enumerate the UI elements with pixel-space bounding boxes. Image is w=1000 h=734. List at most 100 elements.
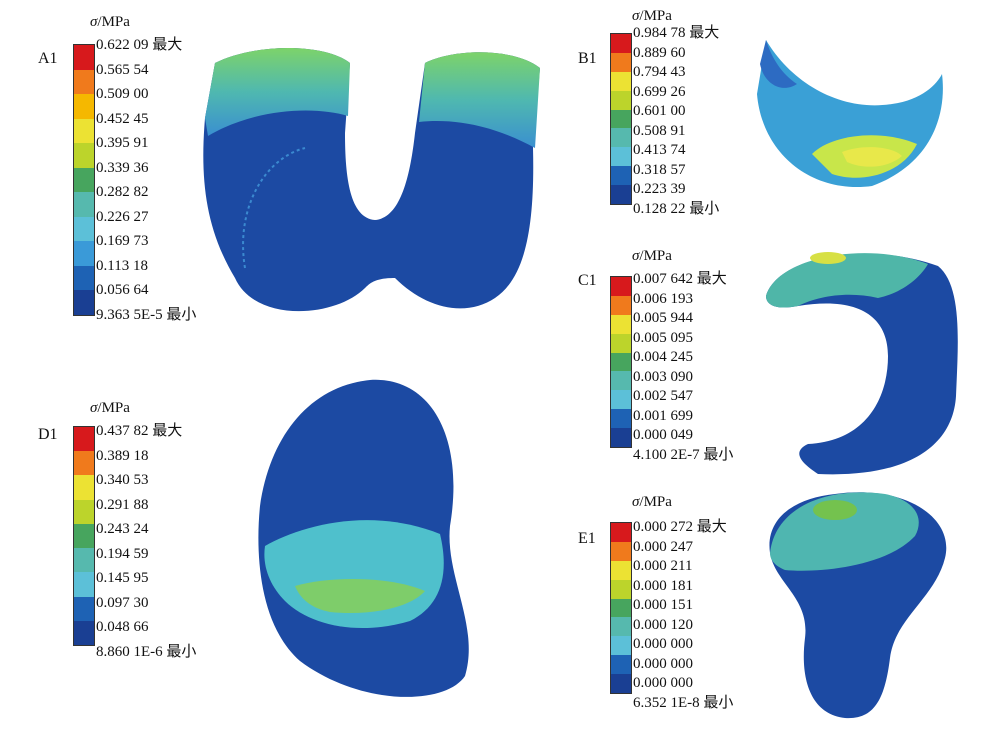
legend-color-segment: [611, 390, 631, 410]
legend-tick-label: 4.100 2E-7 最小: [633, 446, 734, 463]
legend-color-segment: [611, 428, 631, 448]
legend-tick-label: 0.145 95: [96, 570, 149, 586]
legend-color-segment: [74, 596, 94, 621]
legend-color-segment: [611, 277, 631, 296]
legend-color-segment: [611, 166, 631, 186]
legend-tick-label: 0.291 88: [96, 496, 149, 513]
color-legend-e1: [610, 522, 632, 694]
model-b1-meniscus: [757, 40, 943, 188]
unit-text: /MPa: [639, 8, 672, 24]
legend-tick-label: 9.363 5E-5 最小: [96, 306, 197, 323]
legend-color-segment: [611, 598, 631, 618]
legend-tick-label: 0.007 642 最大: [633, 271, 727, 287]
legend-tick-label: 0.452 45: [96, 110, 149, 127]
legend-color-segment: [611, 352, 631, 372]
legend-tick-label: 0.340 53: [96, 472, 149, 488]
legend-color-segment: [74, 192, 94, 217]
legend-color-segment: [74, 523, 94, 549]
legend-tick-label: 0.243 24: [96, 521, 149, 537]
legend-color-segment: [611, 71, 631, 91]
legend-tick-label: 0.565 54: [96, 61, 149, 78]
legend-color-segment: [611, 128, 631, 148]
legend-color-segment: [74, 167, 94, 193]
panel-label-d1: D1: [38, 426, 58, 443]
legend-tick-label: 0.000 181: [633, 577, 693, 594]
legend-color-segment: [74, 548, 94, 573]
legend-tick-label: 0.622 09 最大: [96, 37, 183, 53]
legend-color-segment: [611, 617, 631, 637]
legend-color-segment: [611, 560, 631, 580]
unit-label-b1: σ/MPa: [632, 8, 672, 25]
legend-color-segment: [611, 674, 631, 694]
legend-color-segment: [611, 371, 631, 391]
legend-color-segment: [611, 147, 631, 167]
unit-label-e1: σ/MPa: [632, 494, 672, 511]
model-a1-femoral-cartilage: [203, 48, 540, 312]
sigma-symbol: σ: [90, 14, 98, 30]
unit-text: /MPa: [97, 400, 130, 416]
legend-tick-label: 0.000 000: [633, 675, 693, 691]
legend-color-segment: [74, 143, 94, 168]
legend-tick-label: 0.048 66: [96, 619, 149, 635]
legend-color-segment: [74, 499, 94, 524]
legend-tick-label: 0.223 39: [633, 181, 686, 197]
legend-tick-label: 0.984 78 最大: [633, 25, 720, 41]
legend-tick-label: 6.352 1E-8 最小: [633, 694, 734, 711]
legend-tick-label: 0.282 82: [96, 184, 149, 200]
model-e1-meniscus: [769, 492, 947, 719]
color-legend-d1: [73, 426, 95, 646]
model-c1-meniscus: [766, 252, 958, 475]
legend-tick-label: 0.413 74: [633, 142, 686, 158]
legend-color-segment: [611, 295, 631, 315]
legend-color-segment: [611, 109, 631, 129]
legend-tick-label: 0.389 18: [96, 447, 149, 464]
unit-text: /MPa: [639, 248, 672, 264]
panel-label-b1: B1: [578, 50, 597, 67]
legend-color-segment: [74, 475, 94, 500]
legend-tick-label: 0.000 247: [633, 538, 693, 555]
legend-tick-label: 0.000 049: [633, 427, 693, 443]
legend-tick-label: 0.699 26: [633, 83, 686, 100]
color-legend-c1: [610, 276, 632, 448]
legend-tick-label: 0.006 193: [633, 290, 693, 307]
legend-color-segment: [74, 290, 94, 316]
legend-color-segment: [611, 541, 631, 561]
legend-color-segment: [611, 34, 631, 53]
legend-tick-label: 0.000 000: [633, 655, 693, 672]
sigma-symbol: σ: [632, 248, 640, 264]
legend-color-segment: [611, 314, 631, 334]
legend-tick-label: 0.339 36: [96, 159, 149, 176]
unit-text: /MPa: [97, 14, 130, 30]
legend-tick-label: 0.794 43: [633, 64, 686, 80]
legend-tick-label: 0.000 272 最大: [633, 519, 727, 535]
legend-tick-label: 0.000 151: [633, 597, 693, 613]
legend-color-segment: [611, 636, 631, 656]
legend-tick-label: 0.005 095: [633, 329, 693, 346]
legend-color-segment: [611, 52, 631, 72]
legend-tick-label: 0.437 82 最大: [96, 423, 183, 439]
legend-color-segment: [74, 94, 94, 119]
legend-tick-label: 0.509 00: [96, 86, 149, 102]
legend-color-segment: [74, 427, 94, 452]
legend-tick-label: 0.001 699: [633, 407, 693, 424]
legend-tick-label: 0.318 57: [633, 161, 686, 178]
unit-label-a1: σ/MPa: [90, 14, 130, 31]
legend-color-segment: [74, 216, 94, 242]
legend-tick-label: 0.113 18: [96, 257, 148, 274]
legend-tick-label: 0.004 245: [633, 349, 693, 365]
legend-tick-label: 0.056 64: [96, 282, 149, 298]
unit-label-c1: σ/MPa: [632, 248, 672, 265]
legend-tick-label: 0.097 30: [96, 594, 149, 611]
legend-tick-label: 0.889 60: [633, 44, 686, 61]
sigma-symbol: σ: [90, 400, 98, 416]
panel-label-a1: A1: [38, 50, 58, 67]
panel-label-c1: C1: [578, 272, 597, 289]
unit-text: /MPa: [639, 494, 672, 510]
sigma-symbol: σ: [632, 494, 640, 510]
legend-tick-label: 0.508 91: [633, 122, 686, 139]
legend-tick-label: 0.601 00: [633, 103, 686, 119]
legend-tick-label: 0.000 000: [633, 636, 693, 652]
color-legend-a1: [73, 44, 95, 316]
legend-color-segment: [74, 118, 94, 144]
panel-label-e1: E1: [578, 530, 596, 547]
